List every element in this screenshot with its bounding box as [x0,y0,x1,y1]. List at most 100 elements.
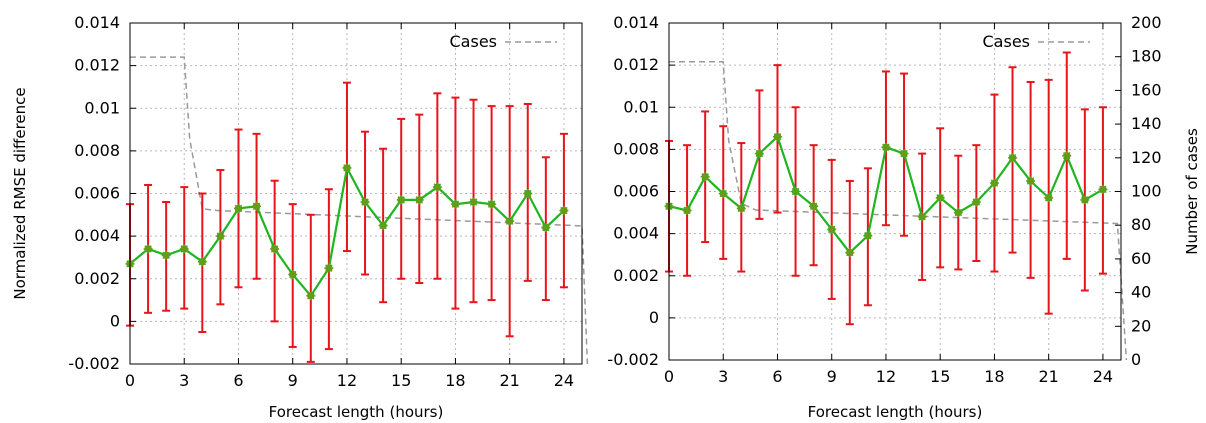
y-tick-labels: -0.002 0 0.002 0.004 0.006 0.008 0.01 0.012 0.01… [68,13,136,373]
x-tick-label: 0 [125,371,135,390]
data-point-stroke [900,149,908,158]
data-point-stroke [469,198,478,206]
data-point [754,149,764,159]
legend-label-cases: Cases [450,32,498,51]
gridlines [130,23,582,364]
y-tick-label: 0.004 [613,224,659,243]
x-tick-label: 6 [233,371,243,390]
data-point-stroke [433,183,442,191]
x-tick-labels: 0 3 6 9 12 15 18 21 24 [664,23,1113,386]
data-point-stroke [773,133,782,141]
y2-tick-labels: 0 20 40 60 80 100 120 140 160 180 200 [1115,13,1162,369]
data-point-stroke [343,164,351,172]
x-tick-label: 12 [876,367,896,386]
data-point-stroke [846,248,854,257]
data-point [270,244,280,254]
data-point-stroke [683,206,691,215]
y-tick-label: 0.014 [74,13,120,32]
y-tick-label: 0.004 [74,226,120,245]
cases-series [669,61,1128,361]
data-point-stroke [144,245,152,253]
y2-tick-label: 140 [1131,114,1162,133]
y-tick-label: 0.014 [613,13,659,32]
data-point [324,263,334,273]
x-tick-label: 6 [772,367,782,386]
y2-tick-label: 200 [1131,13,1162,32]
data-point [342,163,352,173]
y-tick-label: 0.008 [613,139,659,158]
data-point [1008,153,1018,163]
legend-label-cases: Cases [983,32,1031,51]
x-axis-label: Forecast length (hours) [269,403,444,421]
x-tick-label: 21 [1039,367,1059,386]
legend: Cases [983,32,1090,51]
data-point [559,206,569,216]
x-tick-label: 15 [391,371,411,390]
data-point [487,199,497,209]
data-point [1026,176,1036,186]
y2-tick-label: 0 [1131,350,1141,369]
data-point-stroke [1008,154,1017,162]
data-point [682,205,692,215]
data-point-stroke [198,257,207,266]
y2-tick-label: 120 [1131,148,1162,167]
data-point-stroke [1081,196,1089,204]
data-point [432,182,442,192]
y-tick-label: 0.01 [84,98,120,117]
data-point-stroke [560,206,568,215]
y-tick-label: 0.006 [613,182,659,201]
data-point-stroke [791,187,800,196]
data-point [215,231,225,241]
y-tick-labels: -0.002 0 0.002 0.004 0.006 0.008 0.01 0.012 0.01… [607,13,675,369]
data-point [881,142,891,152]
data-point-stroke [918,213,926,221]
data-point-stroke [1026,177,1035,185]
data-point-stroke [827,225,836,234]
y2-tick-label: 180 [1131,47,1162,66]
y2-axis-label: Number of cases [1183,128,1201,255]
data-point [541,223,551,233]
data-point-stroke [252,202,261,211]
data-point-stroke [542,223,550,232]
x-tick-label: 0 [664,367,674,386]
data-point [414,195,424,205]
rmse-markers [125,163,569,301]
data-point [845,248,855,258]
y-tick-label: 0.006 [74,184,120,203]
data-point-stroke [972,198,981,206]
data-point-stroke [270,245,279,253]
y-tick-label: 0 [649,308,659,327]
data-point [396,195,406,205]
y-tick-label: 0.012 [613,55,659,74]
data-point [161,250,171,260]
data-point-stroke [524,189,532,198]
data-point [1062,151,1072,161]
data-point-stroke [487,200,496,208]
data-point [252,201,262,211]
y-tick-label: 0.012 [74,56,120,75]
y2-tick-label: 20 [1131,316,1151,335]
data-point [450,199,460,209]
x-tick-label: 24 [1093,367,1113,386]
data-point-stroke [990,179,999,187]
cases-line [669,61,1128,361]
y-tick-label: 0.002 [613,266,659,285]
data-point [953,208,963,218]
data-point [143,244,153,254]
data-point [360,197,370,207]
x-tick-label: 9 [827,367,837,386]
y-tick-label: -0.002 [607,350,659,369]
data-point [700,172,710,182]
data-point [1044,193,1054,203]
data-point-stroke [719,189,727,198]
y-tick-label: 0.01 [623,97,659,116]
data-point-stroke [737,204,746,213]
data-point [827,224,837,234]
data-point [378,220,388,230]
x-tick-label: 3 [179,371,189,390]
data-point-stroke [1063,151,1071,160]
data-point [179,244,189,254]
data-point [899,149,909,159]
y-axis-label: Normalized RMSE difference [11,87,29,299]
gridlines [669,23,1121,360]
